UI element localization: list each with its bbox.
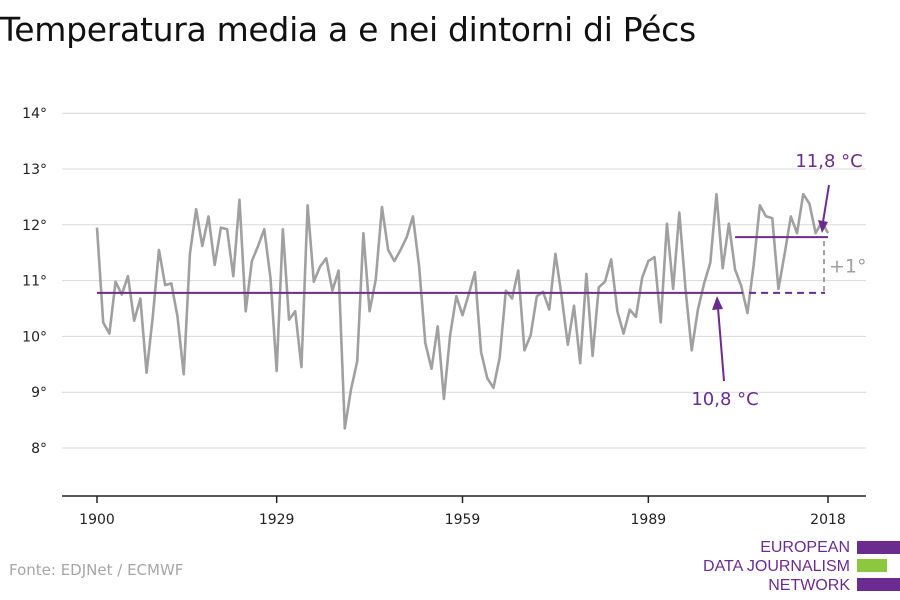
baseline-average-arrow-line (717, 307, 725, 382)
y-tick-label: 12° (22, 218, 47, 234)
delta-label: +1° (829, 256, 867, 278)
logo-bar-2 (857, 559, 887, 572)
gridlines (62, 112, 866, 449)
y-tick-label: 8° (31, 441, 47, 457)
baseline-average-arrow-head (712, 296, 723, 310)
logo-line-3: NETWORK (768, 577, 850, 594)
recent-average-arrow-line (822, 184, 830, 223)
logo-line-2: DATA JOURNALISM (703, 558, 850, 575)
x-tick-label: 2018 (810, 512, 846, 528)
logo-text: EUROPEAN DATA JOURNALISM NETWORK (703, 538, 850, 595)
x-axis-ticks: 1900 1929 1959 1989 2018 (79, 496, 846, 528)
logo-bar-1 (857, 541, 900, 554)
logo-bar-3 (857, 578, 900, 591)
edjnet-logo: EUROPEAN DATA JOURNALISM NETWORK (700, 538, 900, 598)
y-tick-label: 9° (31, 385, 47, 401)
x-tick-label: 1900 (79, 512, 115, 528)
annotations: +1° 11,8 °C 10,8 °C (691, 151, 866, 410)
x-tick-label: 1989 (631, 512, 667, 528)
source-note: Fonte: EDJNet / ECMWF (9, 561, 184, 579)
chart-title: Temperatura media a e nei dintorni di Pé… (0, 10, 696, 49)
recent-average-arrow-head (818, 220, 828, 233)
temperature-series-line (95, 192, 830, 430)
recent-average-label: 11,8 °C (795, 151, 862, 172)
y-tick-label: 13° (22, 162, 47, 178)
y-tick-label: 11° (22, 274, 47, 290)
y-axis-ticks: 8° 9° 10° 11° 12° 13° 14° (22, 106, 47, 457)
reference-lines (97, 236, 828, 294)
logo-line-1: EUROPEAN (760, 539, 850, 556)
y-tick-label: 14° (22, 106, 47, 122)
x-tick-label: 1959 (445, 512, 481, 528)
y-tick-label: 10° (22, 329, 47, 345)
x-tick-label: 1929 (259, 512, 295, 528)
baseline-average-label: 10,8 °C (691, 389, 758, 410)
